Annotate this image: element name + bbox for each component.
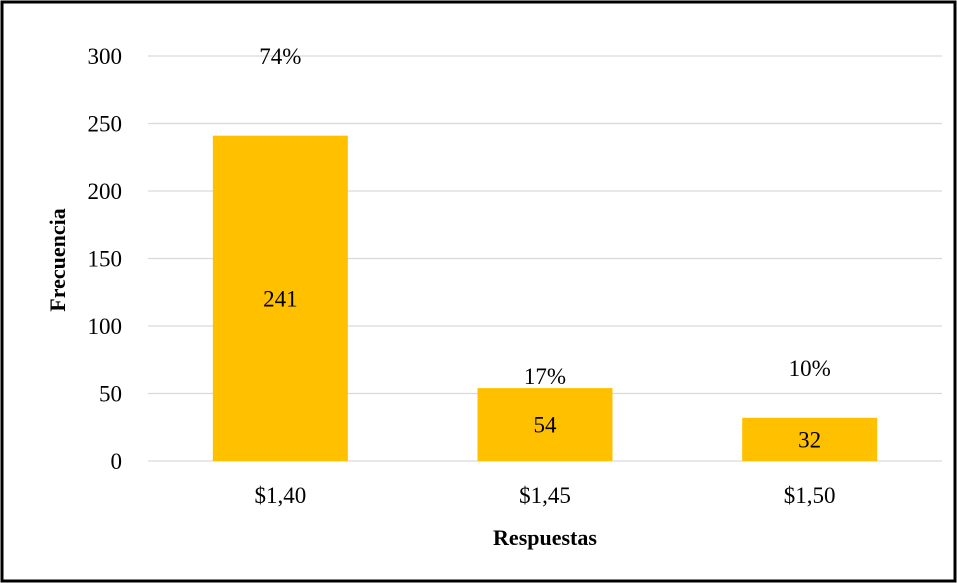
percent-label: 10%: [789, 356, 831, 381]
x-category-label: $1,40: [254, 483, 306, 508]
bar: [742, 417, 878, 461]
y-tick-label: 0: [111, 449, 123, 474]
y-tick-label: 250: [88, 112, 123, 137]
bar: [477, 388, 613, 461]
x-axis-title: Respuestas: [493, 525, 597, 550]
x-category-label: $1,45: [519, 483, 571, 508]
bar-value-label: 32: [798, 427, 821, 452]
data-labels: 241 54 32 74% 17% 10%: [259, 44, 831, 452]
percent-label: 74%: [259, 44, 301, 69]
bar: [212, 135, 348, 461]
y-axis-title: Frecuencia: [45, 208, 70, 311]
y-tick-label: 300: [88, 44, 123, 69]
percent-label: 17%: [524, 364, 566, 389]
x-axis-categories: $1,40 $1,45 $1,50: [254, 483, 835, 508]
bar-value-label: 54: [534, 413, 558, 438]
bar-value-label: 241: [263, 286, 298, 311]
x-category-label: $1,50: [784, 483, 836, 508]
y-tick-label: 200: [88, 179, 123, 204]
y-tick-label: 150: [88, 247, 123, 272]
y-tick-label: 50: [99, 382, 122, 407]
y-axis-ticks: 0 50 100 150 200 250 300: [88, 44, 123, 474]
bars: [212, 135, 878, 461]
y-tick-label: 100: [88, 314, 123, 339]
